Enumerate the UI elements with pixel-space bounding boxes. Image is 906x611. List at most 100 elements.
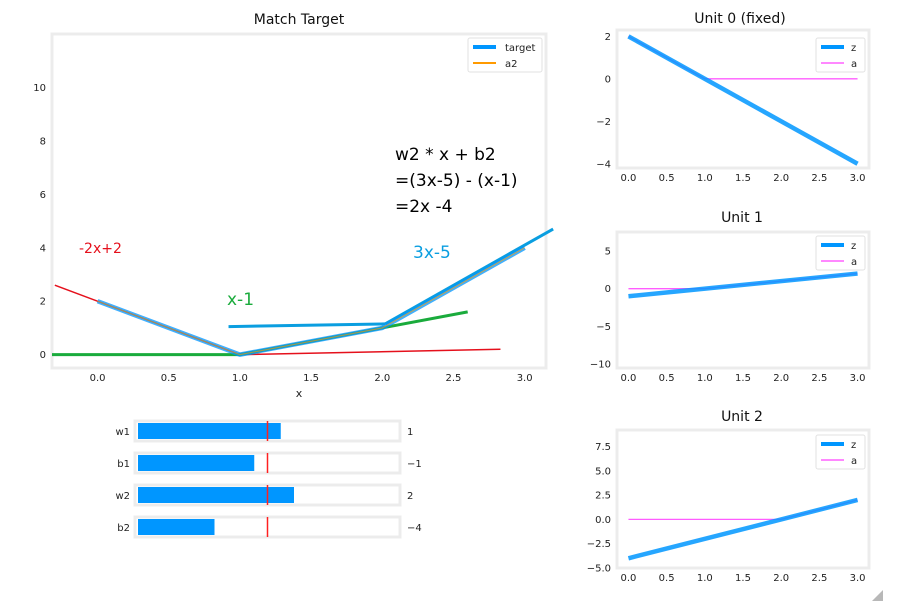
match-target-xlabel: x [296, 387, 303, 400]
annotation-neg-2x-plus-2: -2x+2 [79, 241, 122, 257]
x-tick-label: 1.0 [697, 173, 713, 184]
y-tick-label: 2.5 [595, 491, 611, 502]
construction-line-red-flat [239, 348, 501, 356]
legend-label-target: target [505, 43, 535, 54]
x-tick-label: 3.0 [850, 573, 866, 584]
x-tick-label: 2.0 [773, 373, 789, 384]
series-line-z [627, 497, 859, 561]
x-tick-label: 0.5 [659, 573, 675, 584]
x-tick-label: 3.0 [850, 173, 866, 184]
y-tick-label: 0 [605, 74, 611, 85]
unit-0-panel: Unit 0 (fixed) 0.0 0.5 1.0 1.5 2.0 2.5 3.0 2 0 −2… [596, 11, 871, 184]
x-tick-label: 1.0 [697, 573, 713, 584]
y-tick-label: 10 [33, 83, 46, 94]
legend-label-a2: a2 [505, 59, 518, 70]
construction-line-blue-flat [228, 322, 386, 329]
x-tick-label: 0.0 [621, 573, 637, 584]
x-tick-label: 2.5 [811, 573, 827, 584]
legend-label-z: z [851, 43, 856, 54]
construction-lines [52, 227, 554, 357]
unit-2-frame [615, 428, 871, 570]
legend-label-a: a [851, 59, 857, 70]
match-target-panel: Match Target x 0.0 0.5 1.0 1.5 2.0 2.5 3.0 0 2 4… [33, 12, 554, 400]
slider-value-w1: 1 [407, 427, 413, 438]
y-tick-label: −5.0 [587, 564, 611, 575]
y-tick-label: 0 [605, 284, 611, 295]
y-tick-label: −10 [590, 360, 611, 371]
y-tick-label: 4 [40, 243, 46, 254]
x-tick-label: 1.0 [697, 373, 713, 384]
match-target-yticks: 0 2 4 6 8 10 [33, 83, 46, 361]
series-line-z [627, 34, 859, 166]
match-target-series [96, 245, 526, 357]
x-tick-label: 2.5 [811, 173, 827, 184]
legend-label-a: a [851, 257, 857, 268]
x-tick-label: 1.5 [735, 373, 751, 384]
unit-0-frame [615, 28, 871, 170]
unit-1-frame [615, 230, 871, 370]
y-tick-label: 2 [605, 32, 611, 43]
x-tick-label: 1.5 [735, 173, 751, 184]
y-tick-label: 2 [40, 297, 46, 308]
unit-0-title: Unit 0 (fixed) [694, 11, 785, 27]
unit-1-title: Unit 1 [721, 210, 763, 226]
slider-fill-w2 [138, 487, 294, 503]
slider-value-b2: −4 [407, 523, 422, 534]
y-tick-label: 5.0 [595, 466, 611, 477]
legend-box [815, 235, 866, 271]
slider-label-b2: b2 [117, 523, 130, 534]
x-tick-label: 0.0 [621, 173, 637, 184]
slider-fill-w1 [138, 423, 281, 439]
y-tick-label: −2 [596, 117, 611, 128]
annotation-equation-line2: =(3x-5) - (x-1) [395, 171, 518, 191]
x-tick-label: 1.0 [232, 373, 248, 384]
slider-label-w2: w2 [115, 491, 130, 502]
slider-label-b1: b1 [117, 459, 130, 470]
unit-1-panel: Unit 1 0.0 0.5 1.0 1.5 2.0 2.5 3.0 5 0 −5 −10 za [590, 210, 871, 384]
slider-value-w2: 2 [407, 491, 413, 502]
annotation-equation-line3: =2x -4 [395, 197, 452, 217]
x-tick-label: 0.0 [90, 373, 106, 384]
x-tick-label: 3.0 [850, 373, 866, 384]
x-tick-label: 1.5 [735, 573, 751, 584]
y-tick-label: −5 [596, 322, 611, 333]
annotation-equation-line1: w2 * x + b2 [395, 145, 496, 165]
legend-label-z: z [851, 241, 856, 252]
x-tick-label: 0.0 [621, 373, 637, 384]
x-tick-label: 3.0 [517, 373, 533, 384]
y-tick-label: −4 [596, 159, 611, 170]
y-tick-label: 6 [40, 190, 46, 201]
annotation-x-minus-1: x-1 [227, 290, 254, 310]
x-tick-label: 2.0 [773, 173, 789, 184]
legend-label-z: z [851, 440, 856, 451]
y-tick-label: 5 [605, 246, 611, 257]
x-tick-label: 2.0 [374, 373, 390, 384]
unit-2-title: Unit 2 [721, 409, 763, 425]
resize-grip-icon[interactable] [872, 590, 883, 601]
x-tick-label: 0.5 [161, 373, 177, 384]
legend-label-a: a [851, 456, 857, 467]
x-tick-label: 1.5 [303, 373, 319, 384]
x-tick-label: 0.5 [659, 373, 675, 384]
y-tick-label: 8 [40, 136, 46, 147]
y-tick-label: 0 [40, 350, 46, 361]
y-tick-label: 0.0 [595, 515, 611, 526]
x-tick-label: 2.5 [446, 373, 462, 384]
slider-value-b1: −1 [407, 459, 422, 470]
unit-2-panel: Unit 2 0.0 0.5 1.0 1.5 2.0 2.5 3.0 7.5 5.0 2.5 0.0… [587, 409, 871, 584]
match-target-frame [50, 32, 548, 370]
series-line-target [96, 245, 526, 357]
match-target-title: Match Target [254, 12, 345, 28]
slider-label-w1: w1 [115, 427, 130, 438]
x-tick-label: 2.0 [773, 573, 789, 584]
slider-fill-b1 [138, 455, 255, 471]
y-tick-label: 7.5 [595, 442, 611, 453]
match-target-xticks: 0.0 0.5 1.0 1.5 2.0 2.5 3.0 [90, 373, 533, 384]
series-line-a2 [97, 247, 525, 356]
match-target-legend: target a2 [467, 37, 543, 73]
slider-fill-b2 [138, 519, 215, 535]
parameter-sliders[interactable]: w1 1 b1 −1 w2 2 b2 −4 [115, 419, 422, 539]
series-line-z [628, 271, 858, 299]
x-tick-label: 0.5 [659, 173, 675, 184]
